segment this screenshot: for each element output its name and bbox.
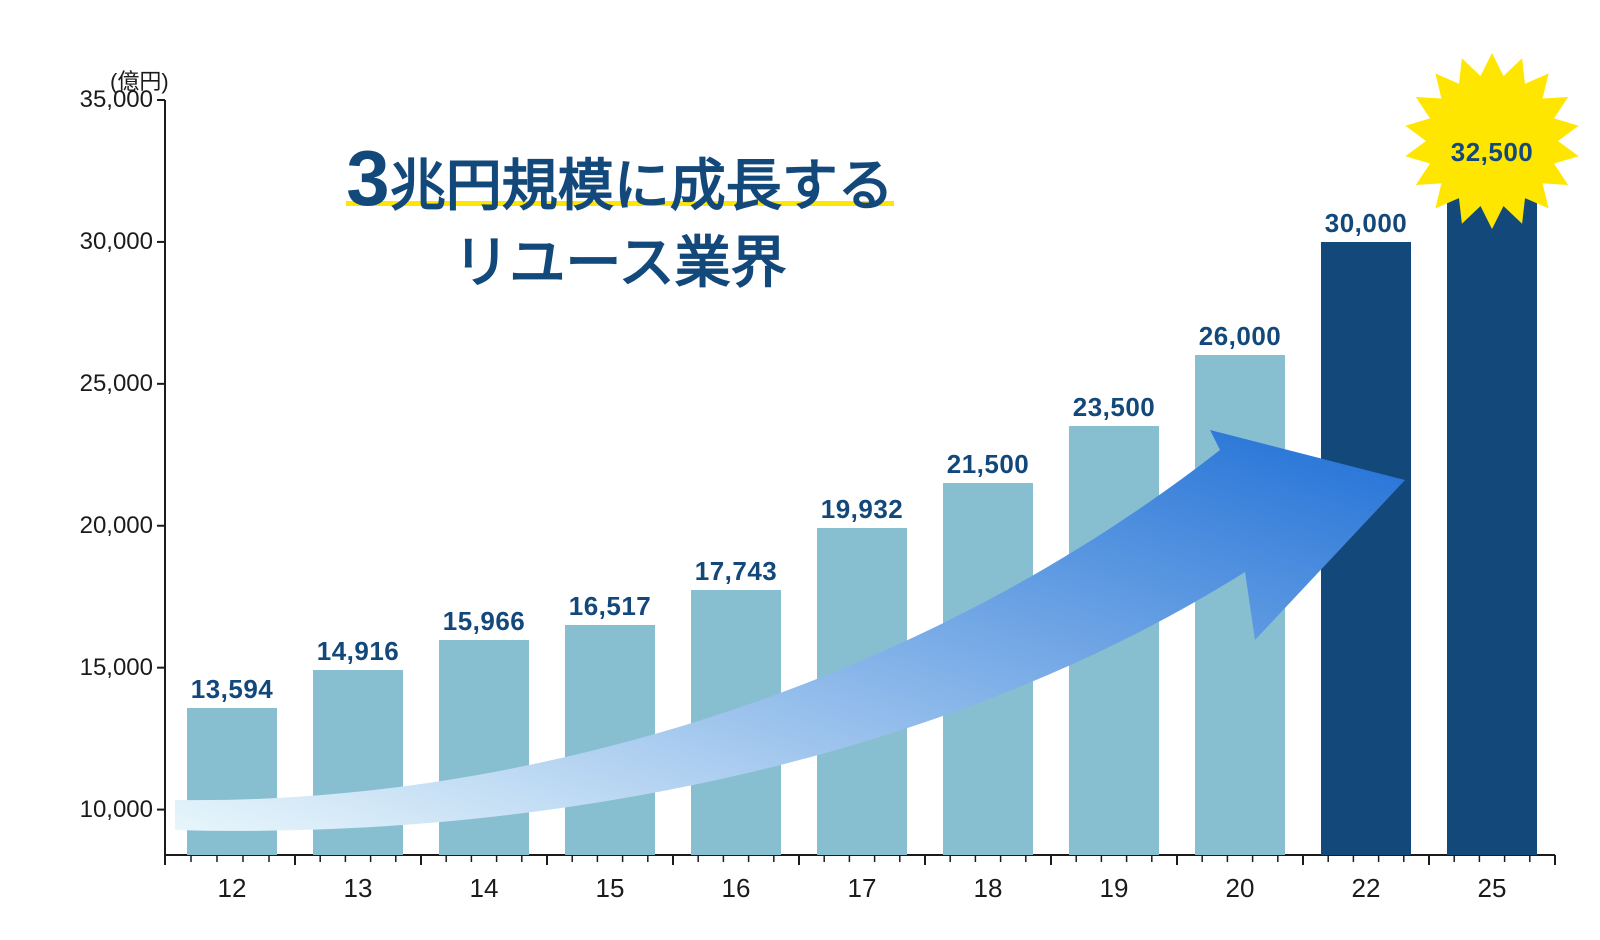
x-tick-label: 17	[848, 873, 877, 904]
y-tick-label: 35,000	[53, 86, 153, 114]
title-line1-rest: 兆円規模に成長する	[390, 154, 894, 217]
x-tick-label: 19	[1100, 873, 1129, 904]
title-line-1: 3兆円規模に成長する	[346, 130, 893, 228]
bar-value-label: 13,594	[191, 674, 274, 705]
bar-value-label: 14,916	[317, 636, 400, 667]
bar	[817, 528, 907, 855]
x-tick-label: 12	[218, 873, 247, 904]
bar-value-label: 32,500	[1451, 137, 1534, 168]
y-tick-label: 20,000	[53, 512, 153, 540]
x-tick-label: 14	[470, 873, 499, 904]
x-tick-label: 18	[974, 873, 1003, 904]
y-tick-label: 15,000	[53, 654, 153, 682]
bar	[943, 483, 1033, 855]
bar	[439, 640, 529, 855]
bar	[565, 625, 655, 855]
bar	[313, 670, 403, 855]
bar	[1447, 171, 1537, 855]
bar-value-label: 15,966	[443, 606, 526, 637]
title-big-digit: 3	[346, 134, 389, 222]
y-tick-label: 10,000	[53, 796, 153, 824]
bar	[1195, 355, 1285, 855]
bar-value-label: 26,000	[1199, 321, 1282, 352]
y-tick-label: 30,000	[53, 228, 153, 256]
chart-title: 3兆円規模に成長する リユース業界	[260, 130, 980, 298]
bar-value-label: 30,000	[1325, 208, 1408, 239]
bar	[691, 590, 781, 855]
x-tick-label: 20	[1226, 873, 1255, 904]
x-tick-label: 25	[1478, 873, 1507, 904]
x-tick-label: 16	[722, 873, 751, 904]
y-tick-label: 25,000	[53, 370, 153, 398]
bar-value-label: 23,500	[1073, 392, 1156, 423]
bar	[1321, 242, 1411, 855]
bar	[187, 708, 277, 855]
x-tick-label: 15	[596, 873, 625, 904]
bar-value-label: 17,743	[695, 556, 778, 587]
bar-value-label: 19,932	[821, 494, 904, 525]
bar	[1069, 426, 1159, 855]
chart-container: 13,594 14,916 15,966 16,517 17,743 19,932 21,5…	[0, 0, 1600, 940]
bar-value-label: 16,517	[569, 591, 652, 622]
title-line-2: リユース業界	[453, 228, 786, 298]
title-highlight: 3兆円規模に成長する	[346, 192, 893, 209]
x-tick-label: 13	[344, 873, 373, 904]
x-tick-label: 22	[1352, 873, 1381, 904]
bar-value-label: 21,500	[947, 449, 1030, 480]
